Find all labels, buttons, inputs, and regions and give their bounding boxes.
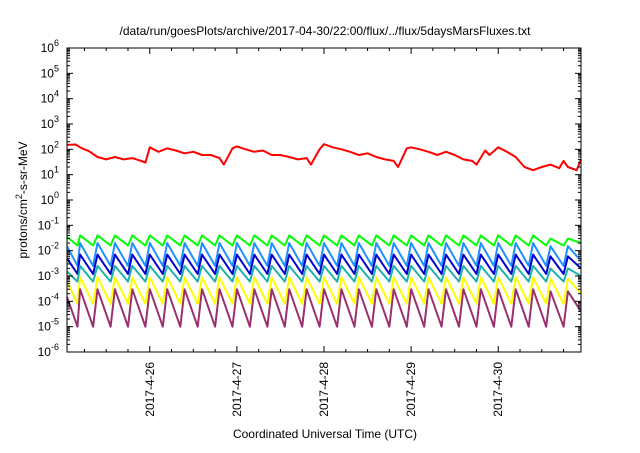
series-line-2 (66, 234, 582, 247)
series-line-7 (66, 288, 582, 328)
y-axis-title-part2: -s-sr-MeV (16, 141, 30, 194)
y-tick-label: 10-5 (38, 317, 59, 334)
plot-frame (66, 47, 582, 353)
y-tick-label: 10-4 (38, 291, 59, 308)
x-tick-label: 2017-4-26 (143, 362, 157, 417)
y-tick-label: 104 (41, 89, 59, 106)
x-axis-title: Coordinated Universal Time (UTC) (233, 427, 417, 441)
series-line-4 (66, 253, 582, 275)
series-line-3 (66, 242, 582, 267)
chart-title: /data/run/goesPlots/archive/2017-04-30/2… (120, 24, 532, 38)
y-tick-label: 105 (41, 63, 59, 80)
plot-series-group (66, 143, 582, 328)
y-axis-ticks: 10-6 10-5 10-4 10-3 10-2 10-1 100 101 102 103 104 1… (38, 38, 581, 359)
y-tick-label: 101 (41, 165, 59, 182)
x-tick-label: 2017-4-29 (404, 362, 418, 417)
y-tick-label: 106 (41, 38, 59, 55)
y-axis-title-part1: protons/cm (16, 199, 30, 258)
series-line-1 (66, 143, 582, 172)
y-tick-label: 103 (41, 114, 59, 131)
series-line-6 (66, 276, 582, 305)
x-tick-label: 2017-4-27 (230, 362, 244, 417)
series-line-5 (66, 264, 582, 283)
y-tick-label: 10-1 (38, 215, 59, 232)
y-tick-label: 10-2 (38, 241, 59, 258)
x-tick-label: 2017-4-30 (491, 362, 505, 417)
y-tick-label: 102 (41, 139, 59, 156)
y-tick-label: 10-6 (38, 342, 59, 359)
y-axis-title-superscript: 2 (14, 194, 24, 199)
x-axis-ticks: 2017-4-26 2017-4-27 2017-4-28 2017-4-29 2017… (83, 48, 565, 417)
x-tick-label: 2017-4-28 (317, 362, 331, 417)
y-tick-label: 10-3 (38, 266, 59, 283)
y-axis-title: protons/cm2-s-sr-MeV (14, 141, 30, 258)
y-tick-label: 100 (41, 190, 59, 207)
